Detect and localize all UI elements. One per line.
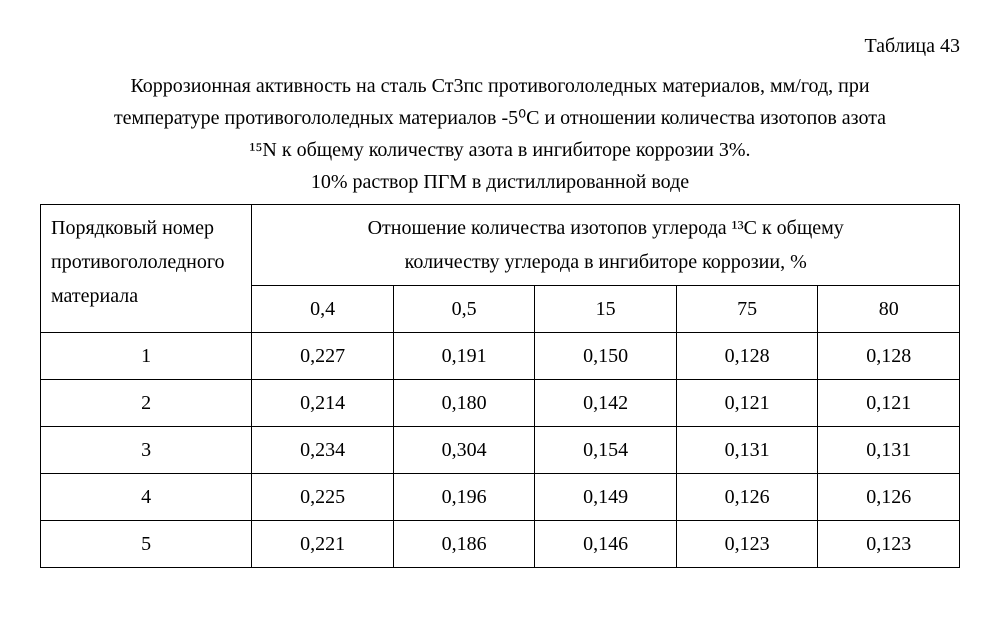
- col-header: 0,5: [393, 286, 535, 333]
- table-title: Коррозионная активность на сталь Ст3пс п…: [40, 70, 960, 198]
- title-line: Коррозионная активность на сталь Ст3пс п…: [40, 70, 960, 102]
- cell: 0,225: [252, 474, 394, 521]
- table-row: 3 0,234 0,304 0,154 0,131 0,131: [41, 427, 960, 474]
- row-index: 4: [41, 474, 252, 521]
- title-line: температуре противогололедных материалов…: [40, 102, 960, 134]
- table-row: 4 0,225 0,196 0,149 0,126 0,126: [41, 474, 960, 521]
- row-index: 1: [41, 333, 252, 380]
- group-header-line: количеству углерода в ингибиторе коррози…: [405, 251, 807, 273]
- cell: 0,126: [676, 474, 818, 521]
- row-index: 3: [41, 427, 252, 474]
- col-header: 0,4: [252, 286, 394, 333]
- col-header: 15: [535, 286, 677, 333]
- cell: 0,126: [818, 474, 960, 521]
- corrosion-table: Порядковый номер противогололедного мате…: [40, 204, 960, 568]
- cell: 0,186: [393, 521, 535, 568]
- row-header-line: противогололедного: [51, 251, 225, 273]
- title-line: ¹⁵N к общему количеству азота в ингибито…: [40, 134, 960, 166]
- col-header: 80: [818, 286, 960, 333]
- row-header-line: материала: [51, 285, 138, 307]
- table-row: 1 0,227 0,191 0,150 0,128 0,128: [41, 333, 960, 380]
- cell: 0,154: [535, 427, 677, 474]
- title-line: 10% раствор ПГМ в дистиллированной воде: [40, 166, 960, 198]
- cell: 0,221: [252, 521, 394, 568]
- cell: 0,234: [252, 427, 394, 474]
- col-header: 75: [676, 286, 818, 333]
- row-index: 2: [41, 380, 252, 427]
- row-header-line: Порядковый номер: [51, 217, 214, 239]
- group-header-line: Отношение количества изотопов углерода ¹…: [368, 217, 844, 239]
- table-row: 2 0,214 0,180 0,142 0,121 0,121: [41, 380, 960, 427]
- cell: 0,131: [676, 427, 818, 474]
- row-header: Порядковый номер противогололедного мате…: [41, 205, 252, 333]
- cell: 0,128: [818, 333, 960, 380]
- cell: 0,214: [252, 380, 394, 427]
- cell: 0,123: [676, 521, 818, 568]
- table-row: 5 0,221 0,186 0,146 0,123 0,123: [41, 521, 960, 568]
- cell: 0,196: [393, 474, 535, 521]
- row-index: 5: [41, 521, 252, 568]
- cell: 0,304: [393, 427, 535, 474]
- cell: 0,150: [535, 333, 677, 380]
- cell: 0,121: [676, 380, 818, 427]
- cell: 0,121: [818, 380, 960, 427]
- table-number-label: Таблица 43: [40, 30, 960, 62]
- cell: 0,128: [676, 333, 818, 380]
- cell: 0,142: [535, 380, 677, 427]
- cell: 0,123: [818, 521, 960, 568]
- cell: 0,227: [252, 333, 394, 380]
- cell: 0,149: [535, 474, 677, 521]
- cell: 0,180: [393, 380, 535, 427]
- cell: 0,131: [818, 427, 960, 474]
- group-header: Отношение количества изотопов углерода ¹…: [252, 205, 960, 286]
- cell: 0,191: [393, 333, 535, 380]
- cell: 0,146: [535, 521, 677, 568]
